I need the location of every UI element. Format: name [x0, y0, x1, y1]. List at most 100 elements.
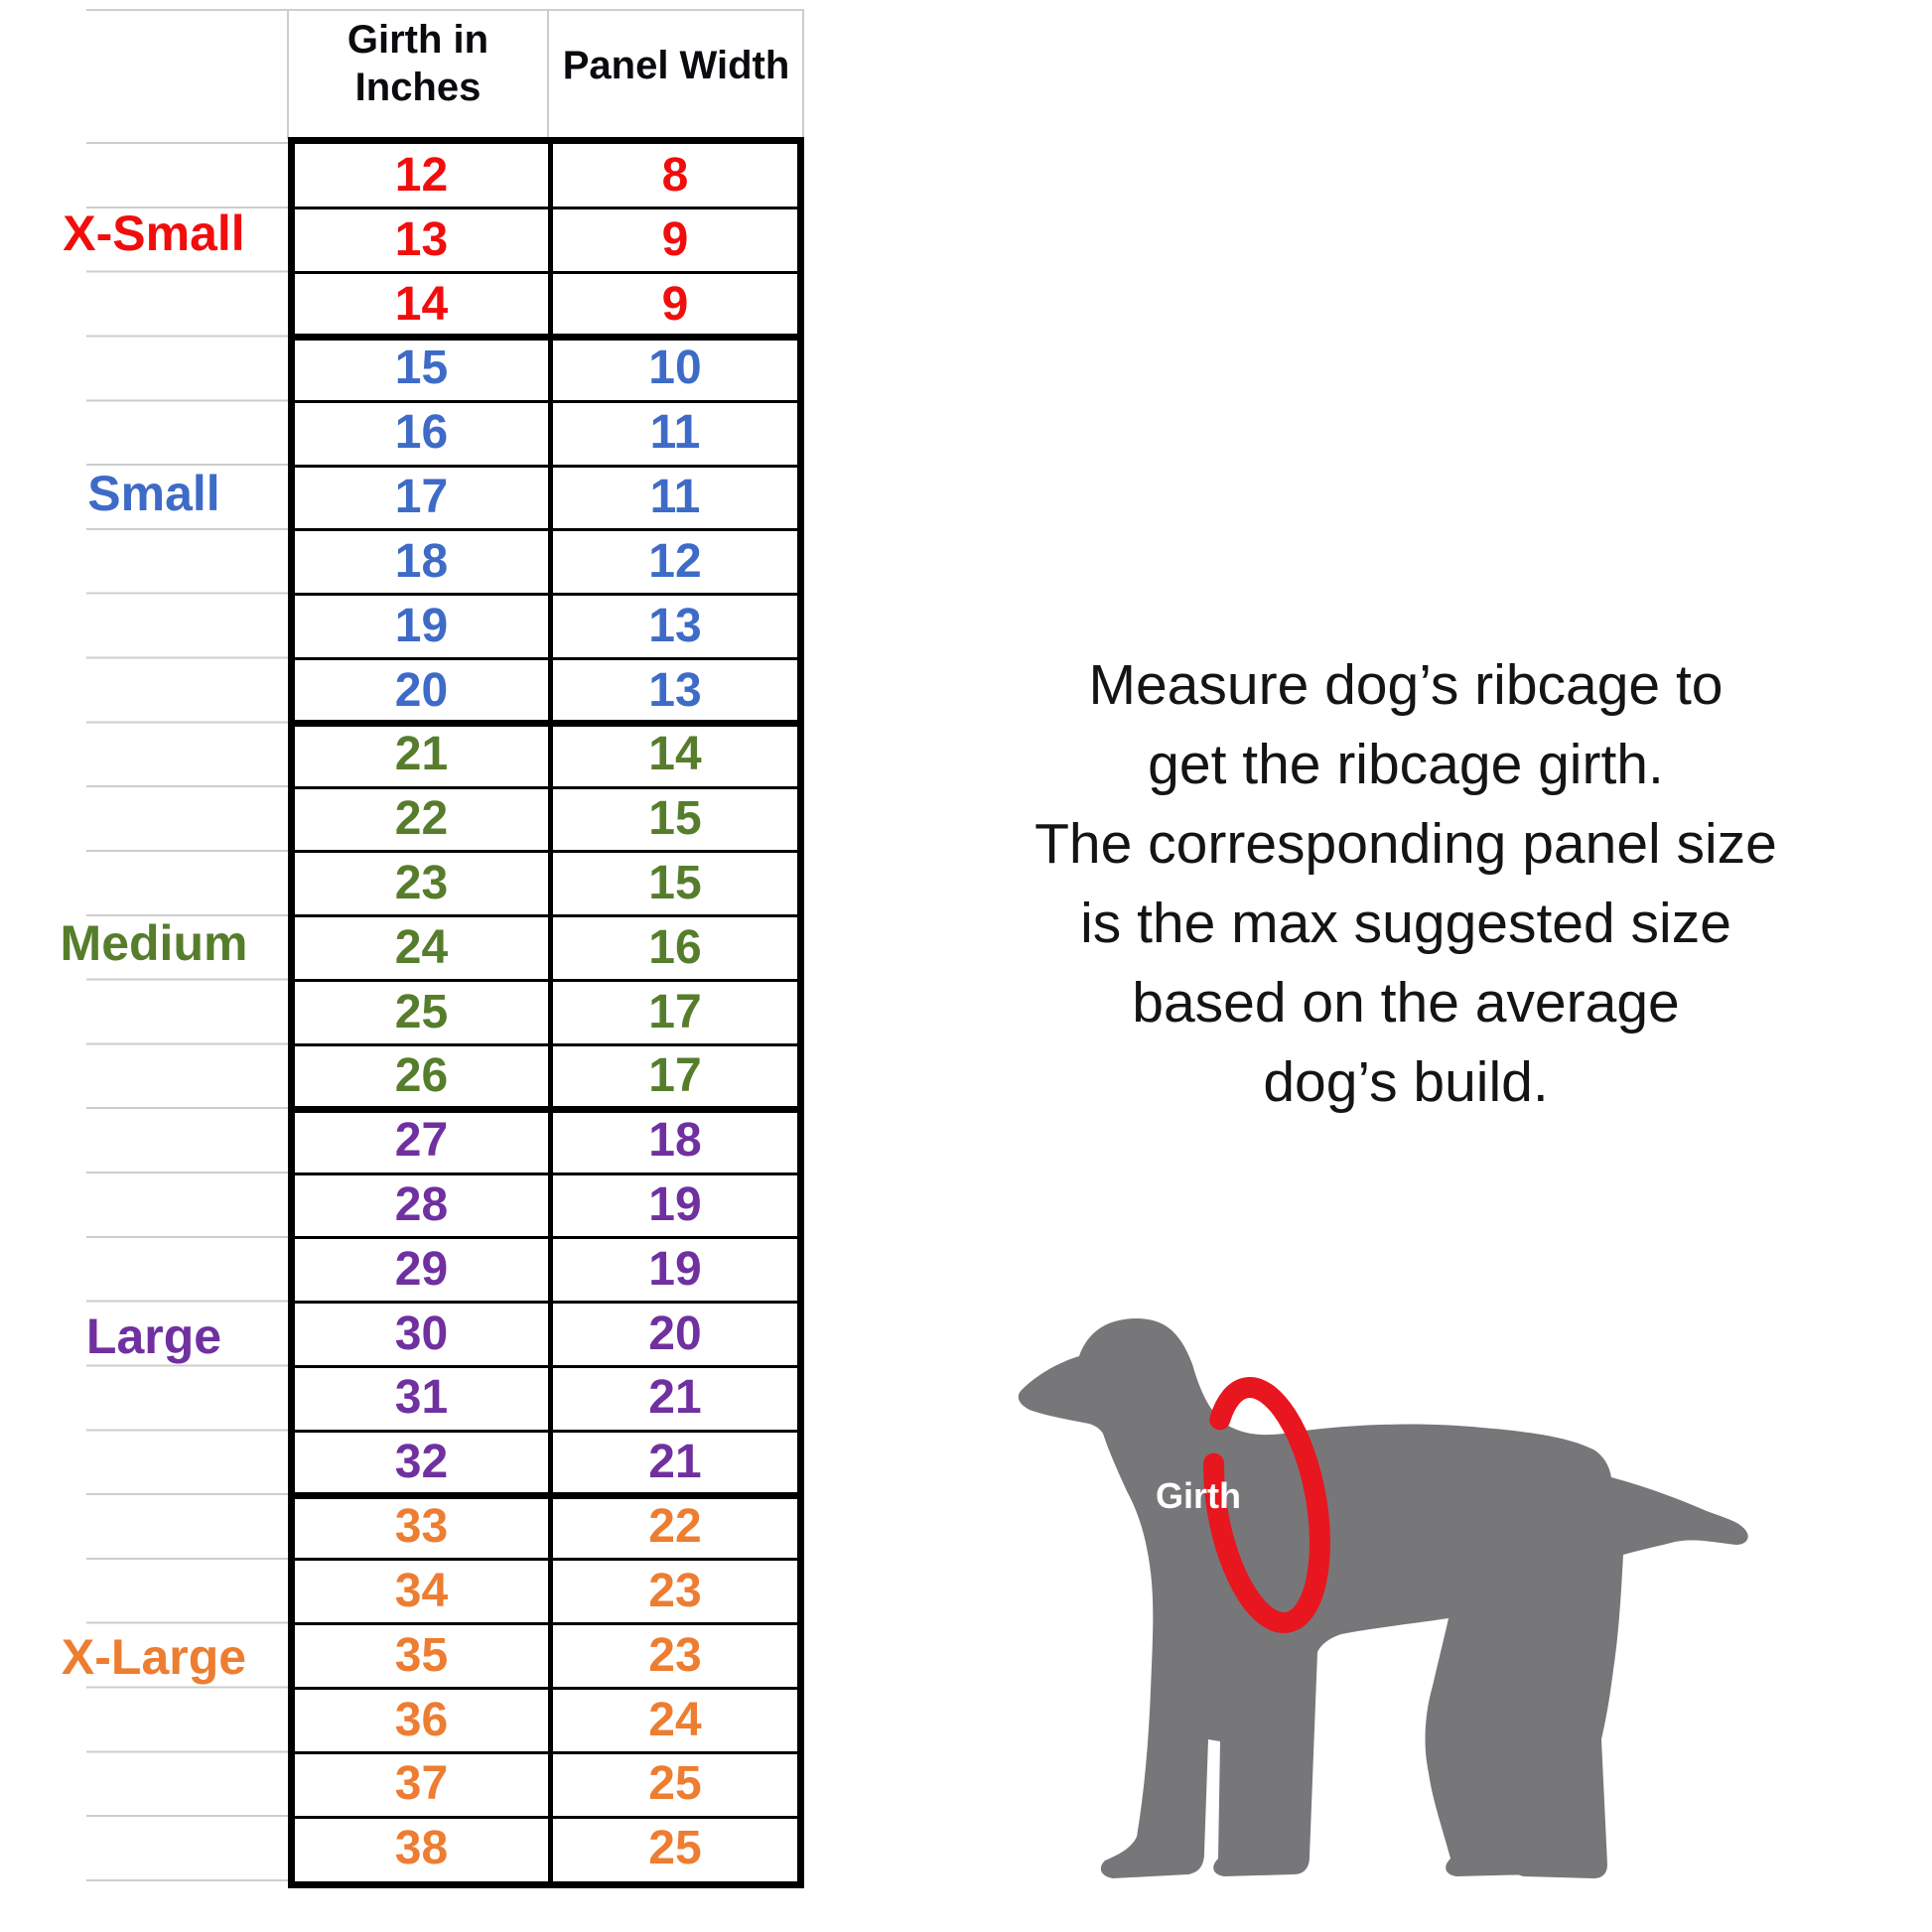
table-row: 38 25	[295, 1817, 797, 1881]
panel-width-value: 9	[661, 277, 689, 331]
row-divider	[295, 1042, 797, 1046]
girth-ring	[1203, 1377, 1330, 1633]
table-row: 22 15	[295, 787, 797, 852]
row-divider	[295, 207, 797, 210]
table-row: 17 11	[295, 466, 797, 530]
row-divider	[295, 528, 797, 532]
girth-value: 22	[394, 792, 449, 846]
row-divider	[295, 1429, 797, 1433]
girth-value: 30	[394, 1307, 449, 1360]
row-divider	[295, 593, 797, 597]
panel-width-value: 17	[648, 985, 702, 1038]
table-row: 13 9	[295, 208, 797, 273]
girth-column-header: Girth in Inches	[346, 18, 489, 109]
table-row: 20 13	[295, 659, 797, 724]
dog-girth-diagram: Girth	[1018, 1318, 1748, 1878]
table-row: 12 8	[295, 144, 797, 208]
table-row: 37 25	[295, 1752, 797, 1817]
panel-width-value: 24	[648, 1693, 702, 1746]
girth-value: 29	[394, 1242, 449, 1296]
table-row: 25 17	[295, 981, 797, 1045]
table-row: 14 9	[295, 273, 797, 338]
panel-width-value: 22	[648, 1500, 702, 1554]
group-separator	[295, 1105, 797, 1113]
table-row: 30 20	[295, 1303, 797, 1367]
girth-label: Girth	[1156, 1475, 1241, 1516]
girth-value: 18	[394, 534, 449, 588]
panel-width-value: 14	[648, 728, 702, 781]
size-label-small: Small	[87, 465, 220, 521]
row-divider	[295, 1815, 797, 1819]
column-divider	[548, 144, 553, 1881]
girth-value: 32	[394, 1436, 449, 1489]
girth-value: 26	[394, 1049, 449, 1103]
group-separator	[295, 719, 797, 727]
panel-width-value: 16	[648, 920, 702, 974]
girth-value: 25	[394, 985, 449, 1038]
girth-value: 17	[394, 471, 449, 524]
panel-width-value: 13	[648, 663, 702, 717]
girth-value: 16	[394, 406, 449, 460]
panel-width-value: 8	[661, 149, 689, 202]
note-line: The corresponding panel size	[1035, 812, 1777, 876]
panel-width-value: 10	[648, 342, 702, 395]
table-row: 34 23	[295, 1560, 797, 1624]
note-line: dog’s build.	[1263, 1050, 1549, 1114]
row-divider	[295, 850, 797, 854]
header-top-gridline	[86, 9, 803, 11]
table-row: 24 16	[295, 916, 797, 981]
size-label-large: Large	[85, 1308, 222, 1364]
table-row: 26 17	[295, 1044, 797, 1109]
girth-value: 20	[394, 663, 449, 717]
row-divider	[295, 785, 797, 789]
girth-value: 38	[394, 1822, 449, 1875]
note-line: is the max suggested size	[1080, 892, 1731, 955]
table-row: 33 22	[295, 1495, 797, 1560]
table-row: 27 18	[295, 1109, 797, 1173]
sheet-gridlines	[86, 142, 288, 1891]
girth-value: 15	[394, 342, 449, 395]
header-gridline-middle	[547, 9, 549, 139]
table-row: 23 15	[295, 852, 797, 916]
girth-value: 21	[394, 728, 449, 781]
girth-value: 37	[394, 1757, 449, 1811]
girth-value: 36	[394, 1693, 449, 1746]
row-divider	[295, 271, 797, 275]
girth-value: 23	[394, 856, 449, 909]
note-line: Measure dog’s ribcage to	[1088, 653, 1724, 717]
size-label-medium: Medium	[60, 914, 248, 971]
instruction-note: Measure dog’s ribcage to get the ribcage…	[973, 645, 1839, 1122]
row-divider	[295, 979, 797, 983]
table-row: 36 24	[295, 1689, 797, 1753]
girth-value: 28	[394, 1178, 449, 1232]
row-divider	[295, 1750, 797, 1754]
note-line: get the ribcage girth.	[1148, 733, 1664, 796]
row-divider	[295, 1301, 797, 1305]
table-row: 15 10	[295, 337, 797, 401]
row-divider	[295, 1687, 797, 1691]
note-line: based on the average	[1132, 971, 1680, 1035]
size-table: 12 8 13 9 14 9 15 10 16 11 17 11 18 12 19 13 20 13 21 14 22 1…	[288, 137, 804, 1888]
panel-width-value: 11	[649, 406, 701, 460]
table-row: 28 19	[295, 1173, 797, 1238]
panel-width-value: 21	[648, 1371, 702, 1425]
panel-width-value: 19	[648, 1242, 702, 1296]
girth-value: 35	[394, 1628, 449, 1682]
group-separator	[295, 333, 797, 341]
panel-width-value: 13	[648, 599, 702, 652]
panel-width-value: 15	[648, 856, 702, 909]
girth-value: 33	[394, 1500, 449, 1554]
panel-width-value: 25	[648, 1757, 702, 1811]
girth-value: 24	[394, 920, 449, 974]
table-row: 21 14	[295, 723, 797, 787]
table-row: 35 23	[295, 1624, 797, 1689]
girth-value: 13	[394, 212, 449, 266]
row-divider	[295, 464, 797, 468]
header-gridline-left	[287, 9, 289, 139]
panel-width-value: 20	[648, 1307, 702, 1360]
header-gridline-right	[802, 9, 804, 139]
row-divider	[295, 1172, 797, 1175]
size-labels-column: X-Small Small Medium Large X-Large	[20, 0, 288, 1932]
size-label-x-small: X-Small	[63, 206, 245, 262]
